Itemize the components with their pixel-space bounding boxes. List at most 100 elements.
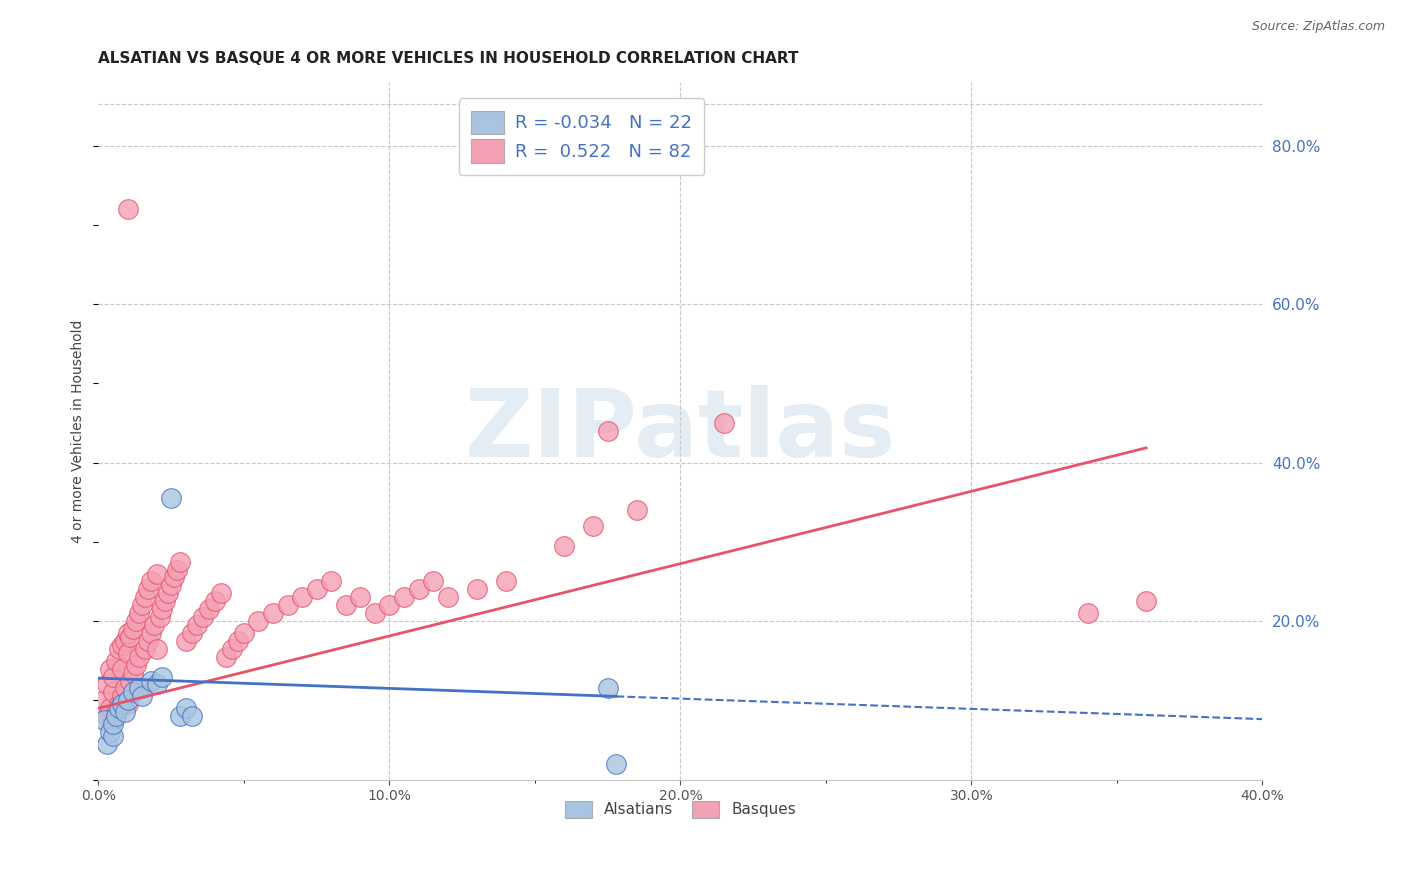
Point — [582, 519, 605, 533]
Point — [96, 737, 118, 751]
Point — [122, 665, 145, 680]
Point — [117, 646, 139, 660]
Point — [174, 634, 197, 648]
Point — [232, 626, 254, 640]
Point — [157, 586, 180, 600]
Point — [139, 626, 162, 640]
Point — [1077, 606, 1099, 620]
Point — [114, 681, 136, 696]
Point — [713, 416, 735, 430]
Point — [204, 594, 226, 608]
Point — [136, 634, 159, 648]
Point — [139, 673, 162, 688]
Point — [139, 574, 162, 589]
Point — [221, 641, 243, 656]
Point — [93, 713, 115, 727]
Point — [169, 555, 191, 569]
Point — [98, 701, 121, 715]
Point — [122, 685, 145, 699]
Point — [131, 599, 153, 613]
Point — [114, 634, 136, 648]
Point — [107, 641, 129, 656]
Point — [160, 578, 183, 592]
Point — [142, 618, 165, 632]
Point — [155, 594, 177, 608]
Point — [117, 626, 139, 640]
Point — [98, 725, 121, 739]
Point — [131, 681, 153, 696]
Point — [596, 424, 619, 438]
Point — [93, 693, 115, 707]
Point — [101, 713, 124, 727]
Point — [96, 677, 118, 691]
Point — [111, 638, 134, 652]
Point — [104, 654, 127, 668]
Point — [408, 582, 430, 597]
Point — [128, 606, 150, 620]
Point — [125, 614, 148, 628]
Point — [335, 599, 357, 613]
Point — [180, 626, 202, 640]
Point — [145, 641, 167, 656]
Text: Source: ZipAtlas.com: Source: ZipAtlas.com — [1251, 20, 1385, 33]
Point — [107, 701, 129, 715]
Point — [145, 566, 167, 581]
Point — [134, 641, 156, 656]
Point — [465, 582, 488, 597]
Point — [226, 634, 249, 648]
Point — [98, 662, 121, 676]
Point — [152, 602, 174, 616]
Point — [364, 606, 387, 620]
Point — [209, 586, 232, 600]
Point — [174, 701, 197, 715]
Point — [101, 669, 124, 683]
Point — [111, 662, 134, 676]
Point — [291, 591, 314, 605]
Point — [128, 649, 150, 664]
Point — [104, 709, 127, 723]
Point — [125, 657, 148, 672]
Point — [378, 599, 401, 613]
Point — [152, 669, 174, 683]
Point — [495, 574, 517, 589]
Point — [305, 582, 328, 597]
Point — [262, 606, 284, 620]
Point — [134, 591, 156, 605]
Point — [277, 599, 299, 613]
Point — [198, 602, 221, 616]
Point — [117, 202, 139, 216]
Point — [131, 690, 153, 704]
Point — [96, 709, 118, 723]
Point — [107, 698, 129, 712]
Point — [104, 705, 127, 719]
Point — [117, 698, 139, 712]
Point — [120, 630, 142, 644]
Point — [180, 709, 202, 723]
Point — [605, 756, 627, 771]
Point — [128, 681, 150, 696]
Point — [101, 717, 124, 731]
Point — [160, 491, 183, 506]
Point — [136, 582, 159, 597]
Point — [117, 693, 139, 707]
Legend: Alsatians, Basques: Alsatians, Basques — [558, 795, 803, 824]
Point — [101, 685, 124, 699]
Point — [148, 610, 170, 624]
Point — [111, 698, 134, 712]
Point — [596, 681, 619, 696]
Point — [392, 591, 415, 605]
Text: ZIPatlas: ZIPatlas — [465, 384, 896, 477]
Point — [114, 705, 136, 719]
Text: ALSATIAN VS BASQUE 4 OR MORE VEHICLES IN HOUSEHOLD CORRELATION CHART: ALSATIAN VS BASQUE 4 OR MORE VEHICLES IN… — [98, 51, 799, 66]
Point — [111, 690, 134, 704]
Point — [349, 591, 371, 605]
Point — [169, 709, 191, 723]
Point — [163, 570, 186, 584]
Point — [553, 539, 575, 553]
Point — [1135, 594, 1157, 608]
Point — [120, 673, 142, 688]
Y-axis label: 4 or more Vehicles in Household: 4 or more Vehicles in Household — [72, 319, 86, 542]
Point — [101, 729, 124, 743]
Point — [166, 563, 188, 577]
Point — [215, 649, 238, 664]
